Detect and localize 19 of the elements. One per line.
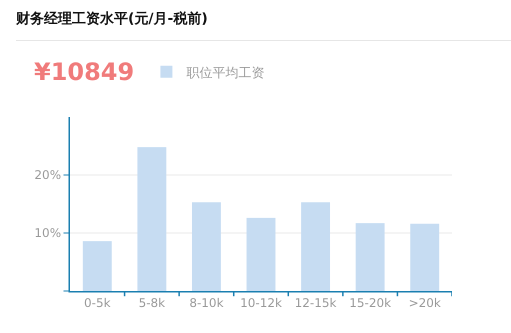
bar <box>137 147 166 291</box>
x-tick-label: >20k <box>408 296 441 310</box>
x-tick-label: 5-8k <box>138 296 166 310</box>
bar <box>410 224 440 291</box>
y-tick-label: 10% <box>34 226 62 240</box>
bar <box>192 202 221 291</box>
bar <box>356 223 385 291</box>
x-tick-label: 12-15k <box>294 296 337 310</box>
x-tick-label: 10-12k <box>240 296 282 310</box>
bar <box>301 202 330 291</box>
chart-title: 财务经理工资水平(元/月-税前) <box>15 10 208 27</box>
x-tick-label: 8-10k <box>189 296 224 310</box>
legend-label: 职位平均工资 <box>186 66 264 81</box>
bar <box>246 218 276 291</box>
bar <box>82 241 112 291</box>
x-tick-label: 15-20k <box>349 296 392 310</box>
x-tick-label: 0-5k <box>84 296 111 310</box>
text: ¥10849 <box>34 58 134 86</box>
y-tick-label: 20% <box>34 168 62 182</box>
